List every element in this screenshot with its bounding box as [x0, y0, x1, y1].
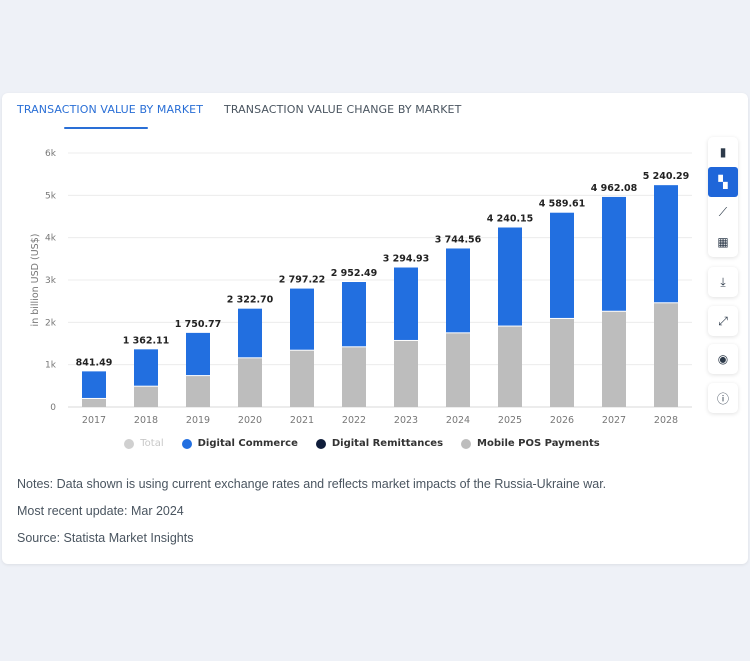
bar-mobile-pos — [186, 376, 210, 407]
legend-mobile-pos[interactable]: Mobile POS Payments — [461, 438, 600, 449]
data-label: 3 294.93 — [383, 254, 430, 265]
y-tick-label: 6k — [45, 149, 57, 159]
legend-label: Mobile POS Payments — [477, 438, 600, 449]
x-tick-label: 2028 — [654, 415, 678, 426]
bar-digital-commerce — [238, 308, 262, 358]
tab-transaction-value[interactable]: TRANSACTION VALUE BY MARKET — [17, 103, 204, 116]
expand-icon[interactable]: ⤢ — [718, 313, 728, 328]
bar-digital-commerce — [134, 349, 158, 386]
y-tick-label: 5k — [45, 191, 57, 201]
x-tick-label: 2017 — [82, 415, 106, 426]
bar-chart-icon[interactable]: ▮ — [719, 145, 727, 159]
chart-card: TRANSACTION VALUE BY MARKET TRANSACTION … — [2, 93, 748, 564]
bar-mobile-pos — [446, 333, 470, 407]
bar-digital-commerce — [550, 212, 574, 318]
download-button[interactable]: ⤓ — [708, 267, 738, 297]
x-tick-label: 2021 — [290, 415, 314, 426]
legend-dot — [461, 438, 472, 449]
bar-digital-commerce — [290, 288, 314, 350]
x-tick-label: 2018 — [134, 415, 158, 426]
bar-chart: 0 1k 2k 3k 4k 5k 6k in billion USD (US$) 841.49 2… — [30, 149, 692, 426]
legend: Total Digital Commerce Digital Remittanc… — [2, 438, 722, 449]
legend-dot — [181, 438, 192, 449]
data-label: 4 240.15 — [487, 214, 534, 225]
x-tick-label: 2024 — [446, 415, 470, 426]
bar-digital-commerce — [342, 282, 366, 347]
data-label: 5 240.29 — [643, 171, 690, 182]
bar-digital-commerce — [82, 371, 106, 398]
stacked-bar-icon[interactable]: ▚ — [708, 167, 738, 197]
notes-text: Notes: Data shown is using current excha… — [17, 477, 607, 491]
x-tick-label: 2025 — [498, 415, 522, 426]
info-button[interactable]: ⓘ — [708, 383, 738, 413]
data-label: 3 744.56 — [435, 234, 482, 245]
x-tick-label: 2022 — [342, 415, 366, 426]
y-tick-label: 2k — [45, 318, 57, 328]
legend-total[interactable]: Total — [124, 438, 164, 449]
bar-mobile-pos — [238, 358, 262, 407]
bar-mobile-pos — [602, 311, 626, 407]
bar-digital-commerce — [654, 185, 678, 303]
data-label: 2 952.49 — [331, 268, 378, 279]
bar-mobile-pos — [550, 318, 574, 407]
expand-button[interactable]: ⤢ — [708, 306, 738, 336]
view-button[interactable]: ◉ — [708, 344, 738, 374]
info-icon[interactable]: ⓘ — [716, 391, 729, 406]
data-label: 1 750.77 — [175, 319, 222, 330]
bar-digital-commerce — [394, 267, 418, 340]
data-label: 4 962.08 — [591, 183, 638, 194]
active-tab-indicator — [64, 127, 148, 129]
bar-mobile-pos — [654, 303, 678, 407]
bar-digital-commerce — [446, 248, 470, 333]
x-tick-label: 2027 — [602, 415, 626, 426]
y-tick-label: 4k — [45, 234, 57, 244]
data-label: 2 322.70 — [227, 295, 274, 306]
x-tick-label: 2023 — [394, 415, 418, 426]
legend-label: Total — [140, 438, 164, 449]
eye-icon[interactable]: ◉ — [717, 352, 729, 366]
x-tick-label: 2019 — [186, 415, 210, 426]
data-label: 4 589.61 — [539, 199, 586, 210]
legend-digital-remittances[interactable]: Digital Remittances — [315, 438, 444, 449]
bar-mobile-pos — [498, 326, 522, 407]
download-icon[interactable]: ⤓ — [720, 274, 726, 289]
source-text: Source: Statista Market Insights — [17, 531, 194, 545]
legend-label: Digital Commerce — [197, 438, 298, 449]
data-label: 1 362.11 — [123, 335, 170, 346]
bar-digital-commerce — [186, 332, 210, 376]
update-text: Most recent update: Mar 2024 — [17, 504, 184, 518]
y-axis-label: in billion USD (US$) — [30, 234, 41, 327]
bar-mobile-pos — [290, 350, 314, 407]
legend-digital-commerce[interactable]: Digital Commerce — [181, 438, 298, 449]
bar-digital-commerce — [498, 227, 522, 326]
table-icon[interactable]: ▦ — [717, 235, 729, 249]
tab-transaction-value-change[interactable]: TRANSACTION VALUE CHANGE BY MARKET — [224, 103, 462, 116]
chart-type-toolbar: ▮ ▚ ⟋ ▦ — [708, 137, 738, 257]
bar-mobile-pos — [82, 398, 106, 407]
x-tick-label: 2020 — [238, 415, 262, 426]
bar-mobile-pos — [342, 347, 366, 407]
bar-mobile-pos — [134, 386, 158, 407]
y-tick-label: 1k — [45, 361, 57, 371]
legend-label: Digital Remittances — [331, 438, 444, 449]
x-tick-label: 2026 — [550, 415, 574, 426]
y-tick-label: 0 — [50, 403, 56, 413]
data-label: 2 797.22 — [279, 275, 326, 286]
data-label: 841.49 — [76, 357, 113, 368]
legend-dot — [315, 438, 326, 449]
bar-mobile-pos — [394, 340, 418, 407]
y-tick-label: 3k — [45, 276, 57, 286]
line-chart-icon[interactable]: ⟋ — [718, 204, 728, 219]
legend-dot — [124, 438, 135, 449]
bar-digital-commerce — [602, 196, 626, 311]
